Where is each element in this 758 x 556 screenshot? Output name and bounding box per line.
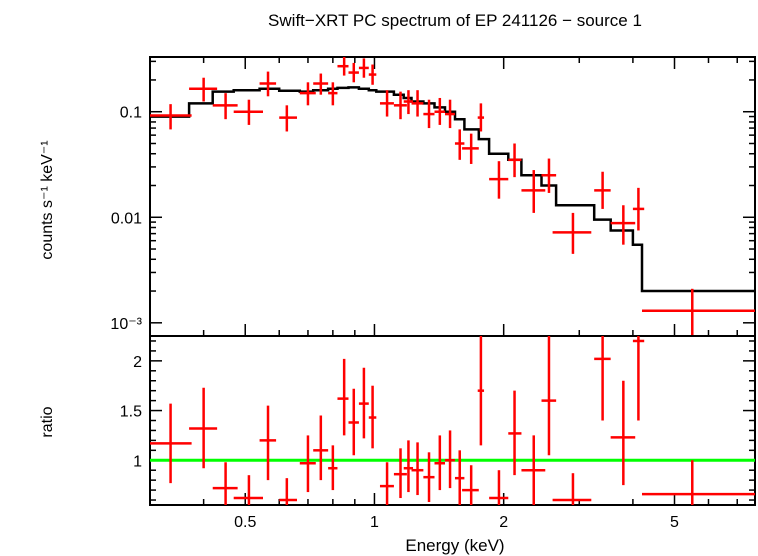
ratio-data-points: [150, 336, 755, 505]
data-point: [508, 390, 522, 476]
data-point: [313, 73, 329, 95]
ratio-panel-frame: [149, 335, 756, 506]
data-point: [348, 62, 359, 83]
y-tick-label: 0.01: [111, 210, 142, 227]
data-point: [403, 90, 414, 115]
y-tick-label: 2: [133, 354, 142, 371]
y-tick-label: 1: [133, 453, 142, 470]
spectrum-panel: 0.1 0.01 10⁻³ counts s⁻¹ keV⁻¹: [39, 56, 756, 337]
data-point: [150, 104, 192, 130]
data-point: [521, 170, 546, 213]
data-point: [150, 403, 192, 484]
data-point: [610, 380, 636, 486]
ratio-panel: 11.52 0.5 1 2 5 ratio Energy (keV): [39, 335, 756, 555]
data-point: [632, 336, 645, 421]
data-point: [445, 99, 455, 129]
data-point: [299, 435, 316, 493]
y-tick-label: 10⁻³: [110, 316, 142, 333]
data-point: [541, 158, 557, 193]
data-point: [358, 58, 369, 78]
data-point: [434, 97, 446, 125]
spectrum-data-points: [150, 57, 755, 336]
data-point: [454, 129, 465, 160]
data-point: [279, 478, 297, 505]
data-point: [423, 99, 435, 129]
data-point: [411, 90, 424, 117]
data-point: [337, 57, 349, 76]
data-point: [368, 385, 377, 449]
x-tick-label: 5: [670, 514, 679, 531]
data-point: [462, 465, 479, 505]
data-point: [328, 445, 338, 491]
data-point: [508, 143, 522, 178]
ratio-panel-ticks: [149, 340, 755, 505]
data-point: [189, 387, 218, 469]
data-point: [610, 205, 636, 245]
data-point: [212, 462, 238, 505]
spectrum-panel-frame: [149, 56, 756, 337]
data-point: [233, 99, 264, 125]
data-point: [379, 90, 394, 117]
data-point: [279, 105, 297, 132]
data-point: [358, 367, 369, 439]
data-point: [348, 388, 359, 456]
data-point: [403, 440, 414, 493]
data-point: [434, 435, 446, 491]
ratio-y-tick-labels: 11.52: [120, 354, 142, 470]
data-point: [445, 430, 455, 489]
data-point: [259, 71, 277, 97]
data-point: [552, 473, 592, 505]
x-tick-label: 1: [370, 514, 379, 531]
data-point: [337, 358, 349, 436]
data-point: [489, 470, 509, 505]
spectrum-panel-ticks: [149, 57, 755, 336]
data-point: [552, 212, 592, 254]
data-point: [641, 460, 755, 505]
chart-title: Swift−XRT PC spectrum of EP 241126 − sou…: [268, 11, 642, 30]
data-point: [423, 452, 435, 503]
data-point: [541, 336, 557, 456]
data-point: [259, 405, 277, 481]
data-point: [521, 435, 546, 505]
data-point: [411, 442, 424, 496]
x-tick-label: 0.5: [234, 514, 256, 531]
spectrum-y-tick-labels: 0.1 0.01 10⁻³: [110, 105, 142, 333]
ratio-y-axis-label: ratio: [39, 406, 56, 437]
data-point: [379, 462, 394, 505]
data-point: [328, 82, 338, 106]
data-point: [632, 187, 645, 231]
x-tick-label: 2: [499, 514, 508, 531]
data-point: [594, 171, 611, 209]
data-point: [594, 336, 611, 421]
data-point: [477, 103, 485, 132]
y-tick-label: 1.5: [120, 404, 142, 421]
data-point: [233, 475, 264, 505]
energy-x-axis-label: Energy (keV): [405, 536, 504, 555]
spectrum-y-axis-label: counts s⁻¹ keV⁻¹: [39, 140, 56, 259]
model-step-line: [150, 86, 755, 293]
data-point: [454, 450, 465, 505]
data-point: [299, 82, 316, 106]
y-tick-label: 0.1: [120, 105, 142, 122]
data-point: [212, 93, 238, 120]
data-point: [393, 91, 407, 120]
data-point: [313, 415, 329, 481]
data-point: [393, 448, 407, 499]
data-point: [489, 161, 509, 199]
data-point: [462, 133, 479, 164]
data-point: [477, 336, 485, 446]
data-point: [189, 77, 218, 102]
data-point: [641, 288, 755, 336]
data-point: [368, 64, 377, 85]
energy-x-tick-labels: 0.5 1 2 5: [234, 514, 679, 531]
